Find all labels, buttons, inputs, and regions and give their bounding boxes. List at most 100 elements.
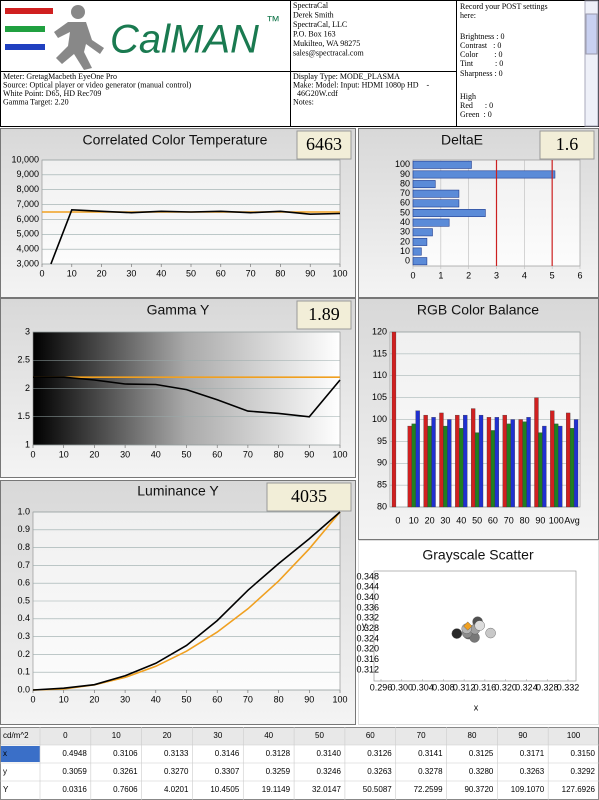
y-tick-label: 0.316 xyxy=(356,654,379,664)
scroll-thumb[interactable] xyxy=(585,13,598,55)
x-tick-label: 60 xyxy=(488,515,498,525)
bar xyxy=(470,408,476,508)
y-tick-label: 30 xyxy=(400,227,410,237)
bar xyxy=(412,209,486,217)
bar xyxy=(554,423,559,508)
table-cell: 0.3140 xyxy=(316,749,341,758)
x-tick-label: 0.316 xyxy=(474,682,497,692)
bar xyxy=(431,417,436,508)
value-box xyxy=(296,300,352,330)
bar xyxy=(412,228,433,237)
value-box xyxy=(296,130,352,160)
bar xyxy=(447,419,452,508)
y-tick-label: 2 xyxy=(25,383,30,393)
x-tick-label: 70 xyxy=(243,449,253,459)
table-cell: 19.1149 xyxy=(262,785,291,794)
display-line: Display Type: MODE_PLASMA xyxy=(293,72,400,81)
table-cell: 0.3106 xyxy=(113,749,138,758)
bar xyxy=(443,425,448,508)
data-line xyxy=(33,376,341,418)
x-tick-label: 1 xyxy=(438,270,443,280)
y-tick-label: 0.336 xyxy=(356,602,379,612)
target-point xyxy=(463,621,473,631)
bar xyxy=(415,410,420,508)
table-cell: 0.3263 xyxy=(367,767,392,776)
value-box-text: 1.89 xyxy=(308,304,340,324)
selected-cell xyxy=(1,746,40,762)
bar xyxy=(478,414,484,508)
bar xyxy=(463,414,468,508)
table-header-cell: 10 xyxy=(112,731,121,740)
bar xyxy=(439,412,444,508)
x-tick-label: 90 xyxy=(304,694,314,704)
x-tick-label: 4 xyxy=(522,270,527,280)
table-cell: 0.3263 xyxy=(520,767,545,776)
y-tick-label: 0.0 xyxy=(17,684,30,694)
bar xyxy=(391,331,397,508)
y-tick-label: 0 xyxy=(405,256,410,266)
address-line: SpectraCal, LLC xyxy=(293,20,347,29)
x-tick-label: 80 xyxy=(520,515,530,525)
bar xyxy=(423,414,428,508)
table-cell: 0.3292 xyxy=(571,767,596,776)
meter-line: Source: Optical player or video generato… xyxy=(3,80,191,89)
x-tick-label: 80 xyxy=(274,449,284,459)
y-tick-label: 4,000 xyxy=(16,244,39,254)
x-tick-label: 70 xyxy=(243,694,253,704)
x-tick-label: 0 xyxy=(39,268,44,278)
bar xyxy=(407,425,412,508)
bar xyxy=(502,414,507,508)
address-line: P.O. Box 163 xyxy=(293,29,336,38)
x-tick-label: 0.304 xyxy=(411,682,434,692)
logo-runner xyxy=(54,5,104,70)
notes-line: Sharpness : 0 xyxy=(460,69,503,78)
notes-line: High xyxy=(460,92,476,101)
y-tick-label: 110 xyxy=(373,370,387,380)
x-tick-label: 30 xyxy=(120,449,130,459)
chart-title: Correlated Color Temperature xyxy=(83,132,268,148)
display-line: Make: Model: Input: HDMI 1080p HD - xyxy=(293,80,430,89)
x-tick-label: 0 xyxy=(30,449,35,459)
display-box xyxy=(290,71,457,127)
meter-line: Gamma Target: 2.20 xyxy=(3,97,69,106)
notes-line: Brightness : 0 xyxy=(460,32,504,41)
display-line: 46G20W.cdf xyxy=(297,89,338,98)
y-tick-label: 0.6 xyxy=(17,578,30,588)
x-tick-label: 70 xyxy=(246,268,256,278)
bar xyxy=(534,397,539,508)
x-tick-label: 10 xyxy=(59,449,69,459)
table-header-cell: 50 xyxy=(315,731,324,740)
x-tick-label: 40 xyxy=(151,449,161,459)
value-box xyxy=(539,130,595,160)
table-cell: 0.3126 xyxy=(367,749,392,758)
y-tick-label: 40 xyxy=(400,217,410,227)
y-tick-label: 115 xyxy=(373,348,387,358)
x-tick-label: Avg xyxy=(564,515,579,525)
bar xyxy=(427,425,432,508)
bar xyxy=(474,432,480,508)
data-line xyxy=(50,208,341,265)
value-box xyxy=(266,482,352,512)
chart-title: Gamma Y xyxy=(147,302,210,318)
table-header-cell: 40 xyxy=(264,731,273,740)
chart-title: Luminance Y xyxy=(137,483,219,499)
table-cell: 4.0201 xyxy=(164,785,189,794)
table-cell: 0.3246 xyxy=(316,767,341,776)
x-tick-label: 0 xyxy=(30,694,35,704)
table-cell: 0.3278 xyxy=(418,767,443,776)
y-tick-label: 85 xyxy=(377,480,387,490)
scatter-point xyxy=(485,627,496,639)
y-tick-label: 105 xyxy=(372,392,387,402)
x-tick-label: 50 xyxy=(472,515,482,525)
x-tick-label: 40 xyxy=(156,268,166,278)
y-tick-label: 0.328 xyxy=(356,623,379,633)
data-line xyxy=(32,511,341,691)
bar xyxy=(510,419,515,508)
logo-stripe xyxy=(5,8,53,14)
table-row-label: x xyxy=(3,749,7,758)
y-tick-label: 1 xyxy=(25,439,30,449)
y-tick-label: 1.5 xyxy=(17,411,30,421)
y-tick-label: 0.4 xyxy=(17,613,30,623)
bar xyxy=(518,419,523,508)
x-tick-label: 90 xyxy=(304,449,314,459)
